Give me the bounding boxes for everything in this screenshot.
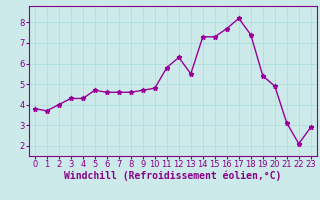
X-axis label: Windchill (Refroidissement éolien,°C): Windchill (Refroidissement éolien,°C) <box>64 171 282 181</box>
